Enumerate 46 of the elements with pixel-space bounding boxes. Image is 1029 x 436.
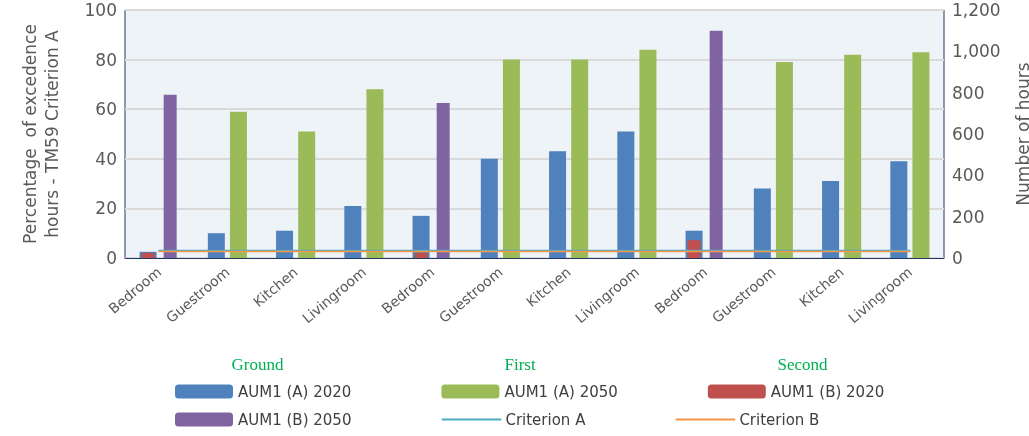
bar — [344, 205, 362, 258]
y2-tick-label: 600 — [952, 124, 985, 144]
legend-label: AUM1 (B) 2050 — [238, 410, 352, 429]
bar — [709, 30, 723, 258]
y-tick-label: 0 — [106, 248, 117, 268]
bar — [639, 49, 657, 258]
text: First — [504, 355, 536, 374]
y-tick-label: 80 — [95, 49, 117, 70]
y-tick-label: 40 — [95, 148, 117, 169]
y2-axis-title: Number of hours — [1012, 62, 1029, 206]
bar — [163, 94, 177, 258]
legend-label: Criterion B — [739, 410, 820, 429]
bar — [229, 111, 247, 258]
text: Ground — [231, 355, 284, 374]
bar — [436, 103, 450, 258]
y-axis-title: Percentage of excedence hours - TM59 Criterion A — [20, 24, 62, 244]
y2-tick-label: 200 — [952, 206, 985, 227]
legend-label: AUM1 (B) 2020 — [770, 382, 885, 401]
text: Second — [777, 355, 829, 374]
y2-tick-label: 1,200 — [952, 0, 1001, 20]
y2-tick-label: 400 — [952, 165, 985, 186]
y2-tick-label: 0 — [952, 248, 963, 268]
bar — [890, 161, 908, 258]
bar — [912, 52, 930, 258]
bar — [414, 252, 428, 258]
bar — [480, 158, 498, 258]
bar — [571, 59, 589, 258]
legend-label: AUM1 (A) 2050 — [504, 382, 618, 401]
bar — [207, 233, 225, 258]
bar — [753, 188, 771, 258]
bar — [822, 181, 840, 258]
legend-label: AUM1 (A) 2020 — [238, 382, 352, 401]
y-tick-label: 20 — [95, 198, 117, 219]
bar — [775, 62, 793, 258]
y2-tick-label: 800 — [952, 82, 985, 103]
bar — [844, 54, 862, 258]
legend-label: Criterion A — [505, 410, 587, 429]
y-tick-label: 100 — [84, 0, 117, 20]
y2-tick-label: 1,000 — [952, 41, 1001, 62]
bar — [549, 151, 567, 258]
bar — [298, 131, 316, 258]
bar — [276, 230, 294, 258]
y-tick-label: 60 — [95, 99, 117, 120]
bar — [366, 89, 384, 258]
bar — [502, 59, 520, 258]
bar — [617, 131, 635, 258]
